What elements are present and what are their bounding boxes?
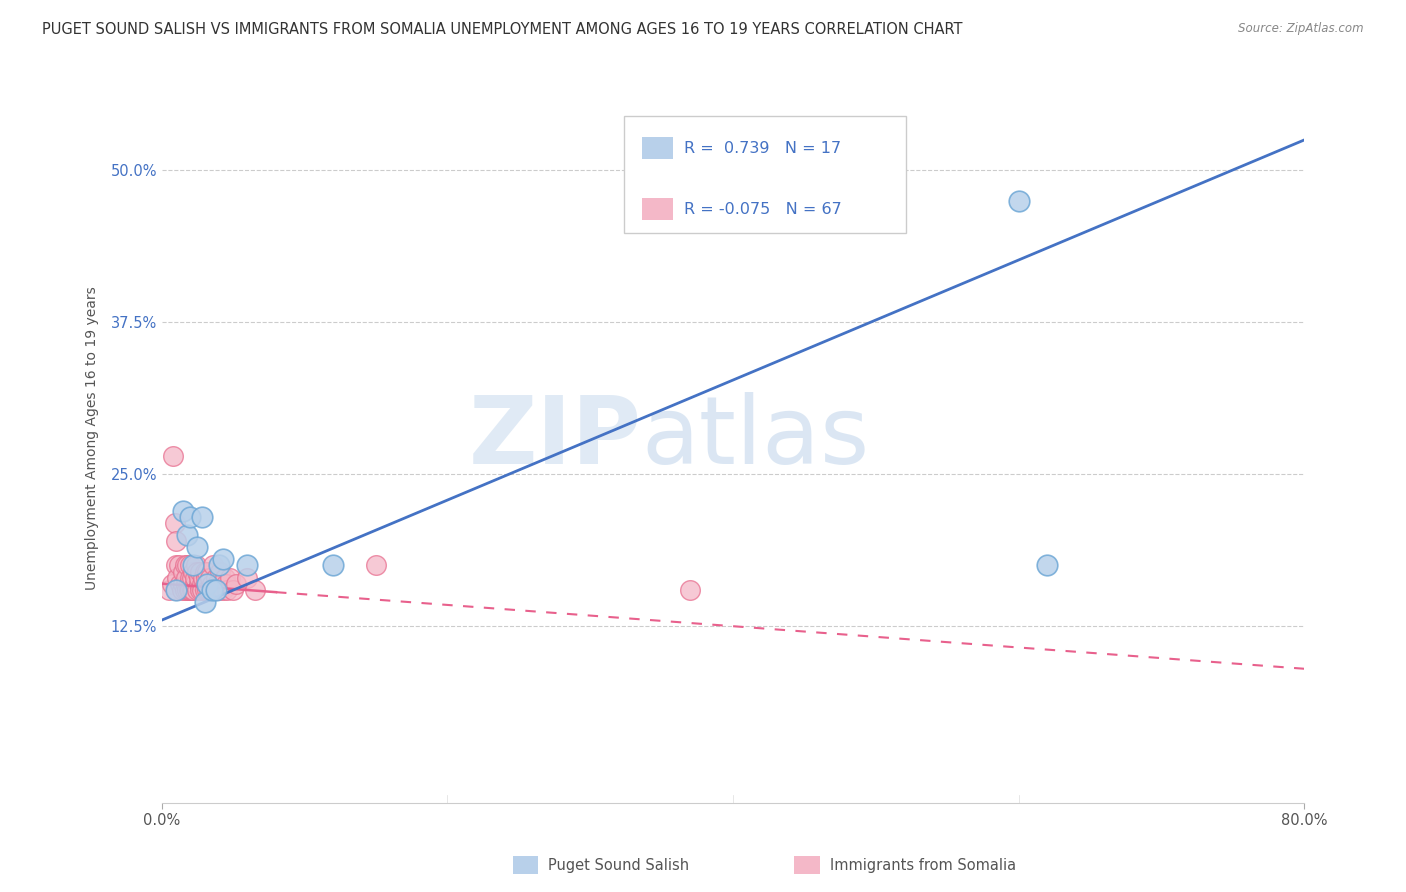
Text: R = -0.075   N = 67: R = -0.075 N = 67 [685, 202, 842, 217]
Point [191, 509, 214, 524]
Point [187, 576, 209, 591]
Point [201, 576, 224, 591]
Point [170, 582, 193, 597]
Point [195, 576, 218, 591]
Point [191, 576, 214, 591]
Point [165, 534, 187, 549]
Point [236, 558, 259, 573]
Point [679, 582, 702, 597]
Point [186, 582, 208, 597]
Point [225, 576, 247, 591]
Point [181, 565, 204, 579]
Point [184, 558, 207, 573]
Point [162, 449, 184, 463]
Point [180, 571, 202, 585]
Point [212, 552, 235, 566]
Point [183, 576, 205, 591]
Point [186, 540, 208, 554]
Point [194, 565, 217, 579]
Point [201, 582, 224, 597]
Point [197, 576, 219, 591]
Point [172, 565, 194, 579]
Point [157, 582, 180, 597]
Point [209, 565, 232, 579]
Point [188, 565, 211, 579]
Point [181, 558, 204, 573]
Point [198, 582, 221, 597]
Point [205, 582, 228, 597]
Point [1008, 194, 1031, 208]
Point [172, 576, 194, 591]
Point [195, 571, 218, 585]
Point [167, 558, 190, 573]
Point [179, 509, 201, 524]
Point [176, 582, 198, 597]
Point [179, 571, 201, 585]
Point [165, 558, 187, 573]
Point [165, 582, 187, 597]
Point [197, 565, 219, 579]
Point [214, 571, 236, 585]
Point [160, 576, 183, 591]
Point [215, 576, 238, 591]
Point [174, 576, 197, 591]
Point [212, 582, 235, 597]
Point [1036, 558, 1059, 573]
Point [207, 576, 229, 591]
Point [177, 582, 200, 597]
Point [205, 571, 228, 585]
Text: Puget Sound Salish: Puget Sound Salish [548, 858, 689, 872]
Text: Immigrants from Somalia: Immigrants from Somalia [830, 858, 1015, 872]
Text: PUGET SOUND SALISH VS IMMIGRANTS FROM SOMALIA UNEMPLOYMENT AMONG AGES 16 TO 19 Y: PUGET SOUND SALISH VS IMMIGRANTS FROM SO… [42, 22, 963, 37]
Text: Source: ZipAtlas.com: Source: ZipAtlas.com [1239, 22, 1364, 36]
Point [174, 571, 197, 585]
Point [169, 576, 191, 591]
Point [202, 558, 225, 573]
Point [211, 576, 233, 591]
Text: atlas: atlas [641, 392, 870, 483]
Point [186, 565, 208, 579]
Point [177, 576, 200, 591]
Point [173, 558, 195, 573]
Point [166, 571, 188, 585]
Point [204, 582, 226, 597]
Point [219, 571, 242, 585]
Point [194, 595, 217, 609]
Point [208, 558, 231, 573]
Point [194, 582, 217, 597]
Point [180, 582, 202, 597]
Point [197, 582, 219, 597]
Text: R =  0.739   N = 17: R = 0.739 N = 17 [685, 141, 841, 156]
Point [176, 558, 198, 573]
Point [191, 582, 214, 597]
Point [187, 571, 209, 585]
Point [222, 582, 245, 597]
Point [165, 582, 187, 597]
Point [200, 571, 222, 585]
Point [181, 582, 204, 597]
Point [188, 582, 211, 597]
Point [322, 558, 344, 573]
Point [193, 571, 215, 585]
Point [172, 504, 194, 518]
Point [173, 582, 195, 597]
Point [364, 558, 387, 573]
Y-axis label: Unemployment Among Ages 16 to 19 years: Unemployment Among Ages 16 to 19 years [86, 285, 100, 590]
Point [176, 528, 198, 542]
Point [183, 571, 205, 585]
Point [163, 516, 186, 530]
Text: ZIP: ZIP [468, 392, 641, 483]
Point [179, 582, 201, 597]
Point [236, 571, 259, 585]
Point [217, 582, 239, 597]
Point [208, 582, 231, 597]
Point [179, 558, 201, 573]
Point [243, 582, 266, 597]
